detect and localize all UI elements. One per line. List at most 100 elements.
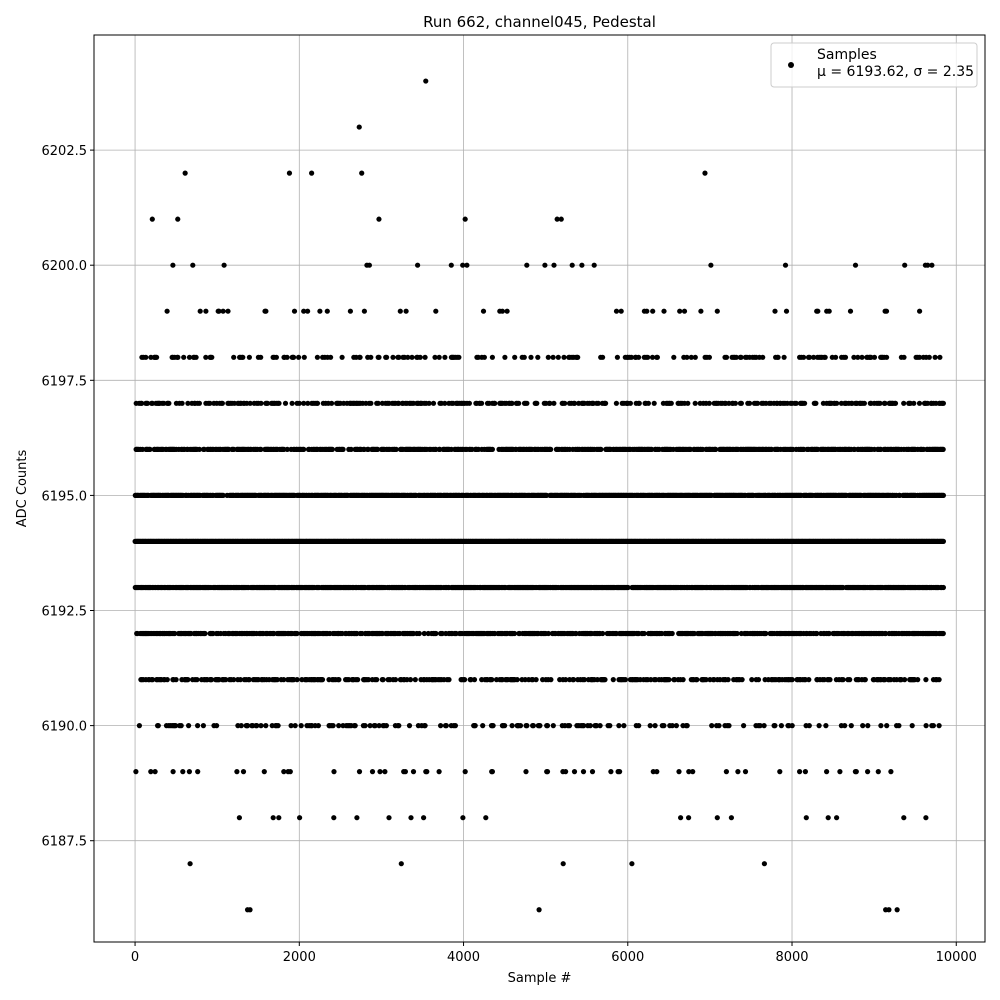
data-point bbox=[208, 677, 215, 683]
data-point bbox=[504, 308, 510, 314]
data-point bbox=[492, 400, 498, 406]
data-point bbox=[421, 630, 427, 637]
data-point bbox=[589, 769, 596, 775]
data-point bbox=[490, 723, 496, 729]
data-point bbox=[178, 723, 184, 729]
data-point bbox=[305, 308, 311, 314]
data-point bbox=[544, 769, 551, 775]
data-point bbox=[761, 861, 768, 867]
data-point bbox=[330, 723, 336, 729]
data-point bbox=[361, 308, 367, 314]
data-point bbox=[688, 354, 694, 360]
data-point bbox=[598, 446, 604, 452]
data-point bbox=[172, 630, 178, 637]
data-point bbox=[236, 815, 242, 821]
data-point bbox=[398, 861, 404, 867]
data-point bbox=[669, 723, 675, 729]
data-point bbox=[362, 723, 368, 729]
data-point bbox=[806, 354, 813, 360]
data-point bbox=[466, 400, 472, 406]
data-point bbox=[813, 400, 819, 406]
data-point bbox=[645, 354, 651, 360]
data-point bbox=[575, 354, 581, 360]
data-point bbox=[231, 677, 237, 683]
data-point bbox=[348, 446, 354, 452]
data-point bbox=[284, 446, 290, 452]
data-point bbox=[340, 446, 346, 452]
data-point bbox=[372, 723, 378, 729]
data-point bbox=[347, 308, 353, 314]
data-point bbox=[408, 815, 414, 821]
data-point bbox=[489, 769, 495, 775]
data-point bbox=[281, 769, 287, 775]
data-point bbox=[406, 723, 413, 729]
data-point bbox=[446, 677, 452, 683]
data-point bbox=[426, 400, 432, 406]
data-point bbox=[652, 723, 658, 729]
data-point bbox=[855, 354, 861, 360]
data-point bbox=[336, 723, 342, 729]
data-point bbox=[376, 354, 382, 360]
data-point bbox=[314, 354, 320, 360]
data-point bbox=[417, 354, 423, 360]
data-point bbox=[837, 769, 843, 775]
data-point bbox=[422, 723, 428, 729]
data-point bbox=[865, 723, 871, 729]
data-point bbox=[622, 677, 629, 683]
data-point bbox=[133, 769, 139, 775]
data-point bbox=[600, 630, 606, 637]
data-point bbox=[772, 308, 778, 314]
data-point bbox=[865, 769, 871, 775]
data-point bbox=[760, 354, 766, 360]
data-point bbox=[739, 677, 745, 683]
data-point bbox=[607, 723, 613, 729]
data-point bbox=[245, 723, 251, 729]
data-point bbox=[502, 354, 508, 360]
data-point bbox=[390, 354, 396, 360]
data-point bbox=[148, 769, 154, 775]
data-point bbox=[789, 723, 795, 729]
data-point bbox=[901, 815, 907, 821]
data-point bbox=[853, 769, 859, 775]
data-point bbox=[294, 677, 300, 683]
data-point bbox=[175, 354, 181, 360]
data-point bbox=[152, 769, 158, 775]
data-point bbox=[523, 769, 529, 775]
data-point bbox=[291, 354, 297, 360]
data-point bbox=[511, 630, 518, 637]
data-point bbox=[357, 354, 363, 360]
data-point bbox=[301, 354, 307, 360]
data-point bbox=[781, 354, 787, 360]
data-point bbox=[368, 400, 374, 406]
data-point bbox=[276, 815, 282, 821]
data-point bbox=[940, 446, 946, 452]
data-point bbox=[329, 446, 335, 452]
data-point bbox=[317, 308, 323, 314]
data-point bbox=[396, 354, 402, 360]
data-point bbox=[281, 677, 287, 683]
data-point bbox=[661, 723, 667, 729]
data-point bbox=[645, 400, 652, 406]
data-point bbox=[164, 308, 170, 314]
data-point bbox=[186, 769, 192, 775]
data-point bbox=[625, 584, 631, 591]
data-point bbox=[560, 861, 566, 867]
data-point bbox=[581, 677, 588, 683]
data-point bbox=[647, 723, 653, 729]
data-point bbox=[901, 400, 907, 406]
data-point bbox=[755, 400, 761, 406]
data-point bbox=[755, 677, 762, 683]
data-point bbox=[555, 354, 561, 360]
data-point bbox=[328, 354, 334, 360]
data-point bbox=[827, 677, 833, 683]
data-point bbox=[396, 723, 402, 729]
data-point bbox=[166, 400, 172, 406]
data-point bbox=[237, 677, 243, 683]
data-point bbox=[627, 400, 634, 406]
data-point bbox=[723, 354, 730, 360]
data-point bbox=[842, 354, 849, 360]
data-point bbox=[621, 723, 627, 729]
data-point bbox=[203, 308, 209, 314]
data-point bbox=[220, 308, 226, 314]
